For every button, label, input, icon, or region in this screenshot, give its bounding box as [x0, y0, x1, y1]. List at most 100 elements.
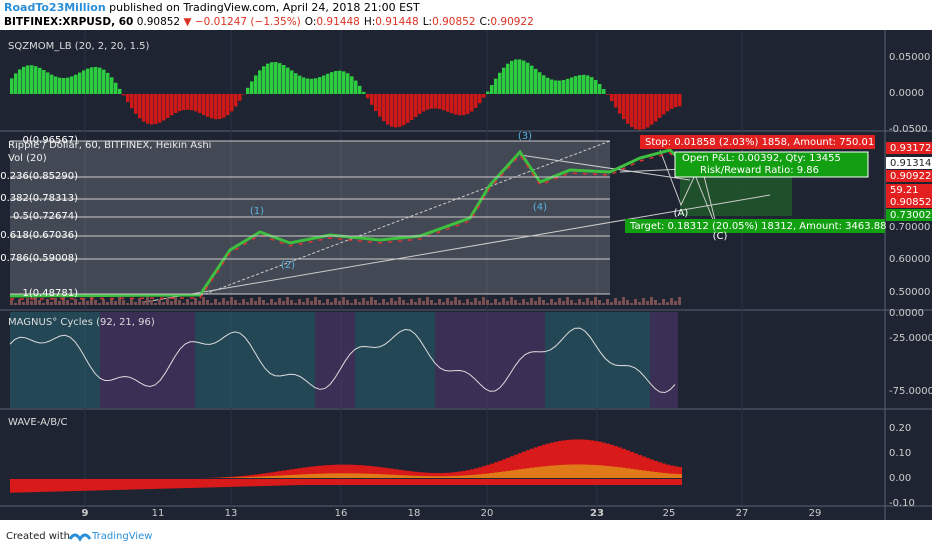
deco: [122, 300, 125, 305]
deco: [338, 70, 342, 94]
deco: [354, 299, 357, 305]
deco: [502, 479, 506, 485]
deco: [554, 465, 558, 478]
deco: [394, 301, 397, 305]
deco: [402, 94, 406, 126]
deco: [350, 76, 354, 94]
deco: [326, 73, 330, 94]
deco: [182, 303, 185, 305]
deco: [538, 466, 542, 478]
deco: [542, 479, 546, 485]
deco: [150, 94, 154, 125]
deco: [262, 300, 265, 305]
deco: [418, 298, 421, 305]
deco: [198, 479, 202, 488]
deco: [298, 299, 301, 305]
deco: [390, 94, 394, 127]
footer-brand[interactable]: TradingView: [91, 531, 152, 542]
deco: [238, 479, 242, 487]
pane-separators: [0, 30, 932, 520]
deco: [82, 70, 86, 94]
deco: [414, 94, 418, 117]
deco: [118, 88, 122, 94]
axis-label: -0.0500: [889, 124, 928, 135]
deco: [426, 479, 430, 485]
deco: [38, 300, 41, 305]
deco: [642, 479, 646, 485]
deco: [310, 479, 314, 485]
deco: [482, 297, 485, 305]
deco: [274, 471, 278, 478]
deco: [378, 474, 382, 478]
deco: [566, 479, 570, 485]
target-zone: [680, 176, 792, 216]
deco: [614, 479, 618, 485]
deco: [438, 479, 442, 485]
deco: [530, 479, 534, 485]
deco: [618, 467, 622, 478]
deco: [490, 479, 494, 485]
deco: [326, 473, 330, 478]
deco: [286, 479, 290, 486]
fib-label: 0.786(0.59008): [0, 253, 78, 264]
deco: [298, 474, 302, 478]
deco: [94, 479, 98, 491]
deco: [386, 474, 390, 478]
deco: [666, 464, 670, 478]
deco: [498, 471, 502, 478]
deco: [322, 479, 326, 485]
deco: [470, 479, 474, 485]
deco: [482, 479, 486, 485]
deco: [470, 94, 474, 112]
deco: [302, 302, 305, 305]
deco: [374, 300, 377, 305]
deco: [426, 476, 430, 478]
deco: [442, 94, 446, 111]
deco: [566, 464, 570, 478]
deco: [262, 66, 266, 94]
deco: [294, 303, 297, 305]
deco: [82, 298, 85, 305]
deco: [330, 72, 334, 94]
deco: [158, 299, 161, 305]
deco: [542, 444, 546, 478]
deco: [22, 66, 26, 94]
deco: [406, 470, 410, 478]
deco: [306, 467, 310, 478]
deco: [546, 479, 550, 485]
deco: [514, 479, 518, 485]
deco: [610, 94, 614, 102]
deco: [294, 474, 298, 478]
deco: [602, 465, 606, 478]
deco: [446, 479, 450, 485]
deco: [626, 94, 630, 124]
deco: [646, 94, 650, 128]
deco: [630, 479, 634, 485]
deco: [410, 299, 413, 305]
deco: [190, 94, 194, 111]
deco: [518, 453, 522, 478]
deco: [342, 297, 345, 305]
deco: [394, 474, 398, 478]
deco: [210, 94, 214, 119]
deco: [394, 469, 398, 478]
deco: [358, 479, 362, 485]
author[interactable]: RoadTo23Million: [4, 1, 106, 14]
deco: [354, 464, 358, 478]
deco: [470, 302, 473, 305]
deco: [254, 301, 257, 305]
deco: [470, 474, 474, 478]
deco: [258, 473, 262, 478]
deco: [454, 297, 457, 305]
deco: [350, 303, 353, 305]
deco: [530, 65, 534, 94]
deco: [478, 94, 482, 104]
deco: [302, 479, 306, 485]
deco: [206, 94, 210, 117]
deco: [562, 301, 565, 305]
deco: [10, 479, 14, 493]
price-axis: [885, 30, 932, 520]
deco: [414, 475, 418, 478]
deco: [94, 66, 98, 94]
